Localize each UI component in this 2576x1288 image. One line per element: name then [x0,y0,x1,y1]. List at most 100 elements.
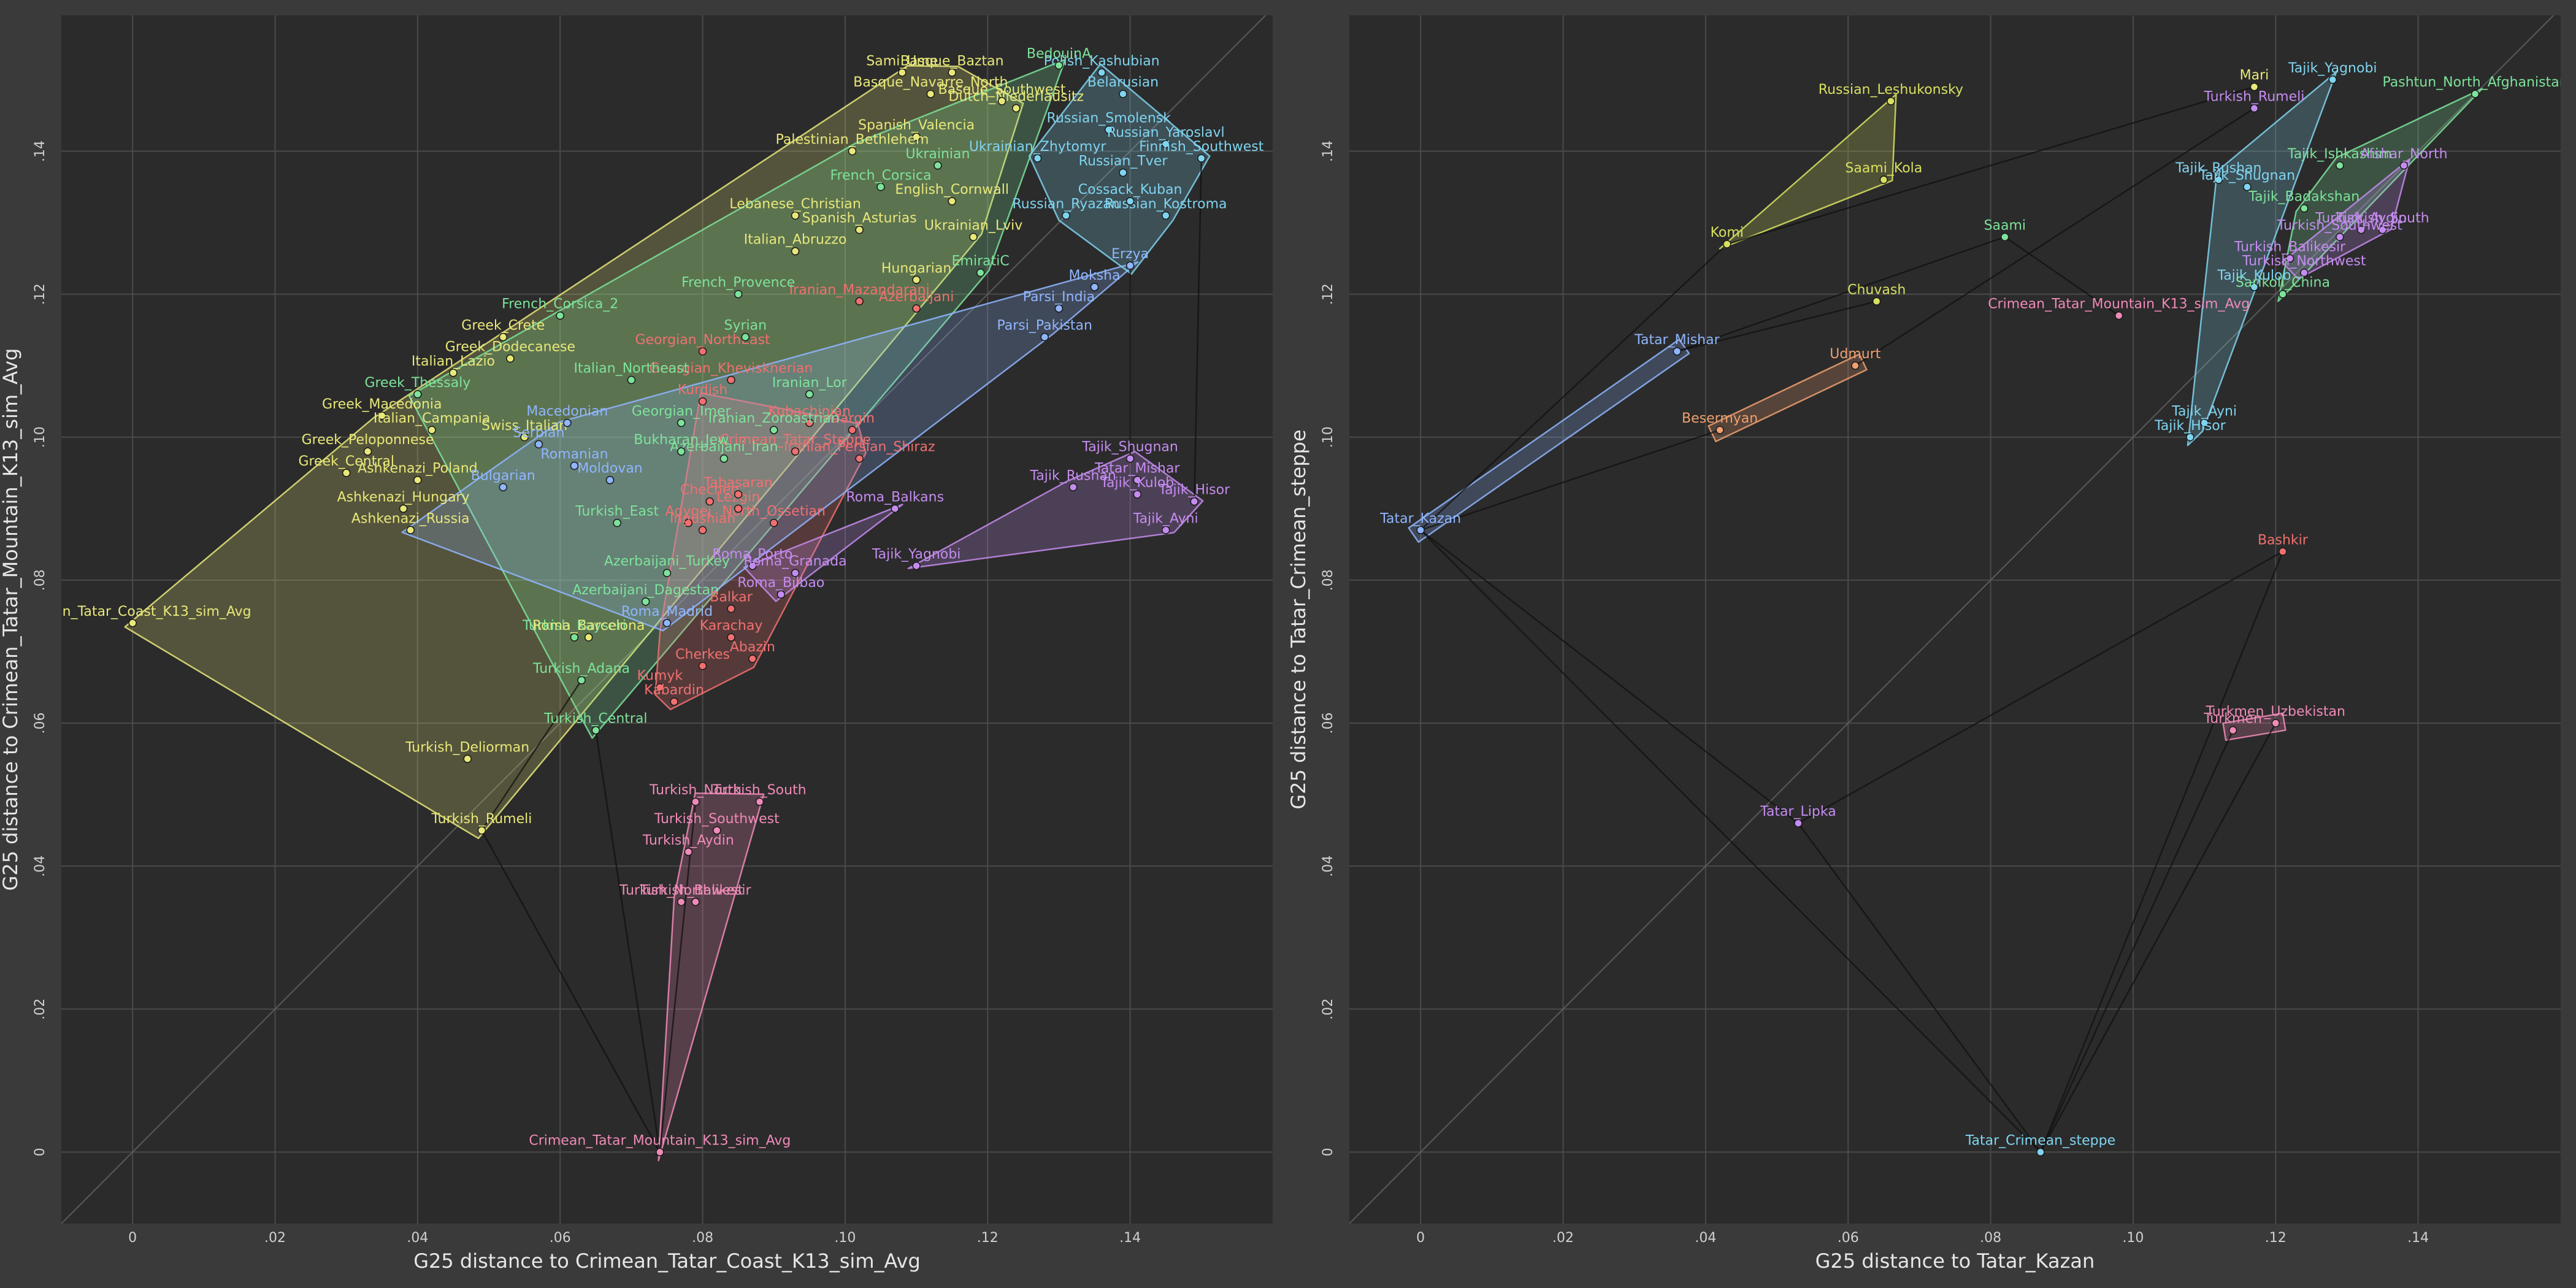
data-point[interactable] [534,440,543,449]
data-point[interactable] [770,518,778,527]
data-point[interactable] [378,412,386,420]
data-point[interactable] [1125,197,1135,205]
data-point[interactable] [1012,104,1021,113]
data-point[interactable] [656,1148,664,1157]
data-point[interactable] [499,332,508,342]
data-point[interactable] [1722,240,1731,248]
data-point[interactable] [1062,211,1070,220]
data-point[interactable] [1851,361,1860,370]
data-point[interactable] [613,518,621,527]
data-point[interactable] [1161,211,1170,220]
data-point[interactable] [128,619,137,627]
data-point[interactable] [427,426,436,434]
data-point[interactable] [997,97,1006,105]
data-point[interactable] [691,797,700,806]
data-point[interactable] [463,754,472,764]
data-point[interactable] [1125,261,1135,270]
data-point[interactable] [2378,225,2387,234]
data-point[interactable] [1054,61,1064,70]
data-point[interactable] [741,332,750,342]
data-point[interactable] [855,225,864,234]
data-point[interactable] [912,304,921,313]
data-point[interactable] [584,633,593,642]
data-point[interactable] [976,268,985,277]
data-point[interactable] [577,676,586,684]
data-point[interactable] [2336,161,2344,170]
data-point[interactable] [912,275,921,285]
data-point[interactable] [2300,204,2309,213]
data-point[interactable] [719,454,729,463]
data-point[interactable] [691,897,700,907]
data-point[interactable] [1105,125,1113,134]
data-point[interactable] [1133,475,1142,485]
data-point[interactable] [727,633,735,642]
data-point[interactable] [2001,232,2009,242]
data-point[interactable] [1097,68,1106,77]
data-point[interactable] [641,597,650,606]
data-point[interactable] [1119,168,1127,177]
data-point[interactable] [891,504,900,513]
data-point[interactable] [2279,289,2287,299]
data-point[interactable] [748,561,757,570]
data-point[interactable] [1715,426,1724,434]
data-point[interactable] [2279,547,2287,556]
data-point[interactable] [684,518,693,527]
data-point[interactable] [855,297,864,306]
data-point[interactable] [2471,90,2480,98]
data-point[interactable] [2271,719,2280,727]
data-point[interactable] [1161,526,1170,535]
data-point[interactable] [705,497,714,506]
data-point[interactable] [506,354,515,363]
data-point[interactable] [1673,347,1682,356]
data-point[interactable] [556,311,564,320]
data-point[interactable] [1879,175,1888,184]
data-point[interactable] [677,418,686,427]
data-point[interactable] [734,504,743,513]
data-point[interactable] [2328,75,2337,84]
data-point[interactable] [1125,454,1135,463]
data-point[interactable] [898,68,907,77]
data-point[interactable] [2228,726,2237,735]
data-point[interactable] [727,375,735,385]
data-point[interactable] [698,526,707,535]
data-point[interactable] [563,418,572,427]
data-point[interactable] [677,897,686,907]
data-point[interactable] [413,390,422,399]
data-point[interactable] [713,826,721,835]
data-point[interactable] [791,447,800,456]
data-point[interactable] [734,490,743,499]
data-point[interactable] [662,569,672,577]
data-point[interactable] [1133,490,1142,499]
data-point[interactable] [2200,418,2209,427]
data-point[interactable] [727,604,735,613]
data-point[interactable] [570,461,579,470]
data-point[interactable] [1197,154,1206,163]
data-point[interactable] [363,447,372,456]
data-point[interactable] [1119,90,1127,98]
data-point[interactable] [1054,304,1064,313]
data-point[interactable] [662,619,672,627]
data-point[interactable] [855,454,864,463]
data-point[interactable] [969,232,978,242]
data-point[interactable] [2336,232,2344,242]
data-point[interactable] [1872,297,1881,306]
data-point[interactable] [748,654,757,663]
data-point[interactable] [2186,433,2195,442]
data-point[interactable] [933,161,942,170]
data-point[interactable] [342,469,351,477]
data-point[interactable] [2036,1148,2045,1157]
data-point[interactable] [1887,97,1895,105]
data-point[interactable] [2250,82,2259,91]
data-point[interactable] [591,726,600,735]
data-point[interactable] [2300,268,2309,277]
data-point[interactable] [449,369,458,377]
data-point[interactable] [805,390,814,399]
data-point[interactable] [520,433,529,442]
data-point[interactable] [684,848,693,856]
data-point[interactable] [677,447,686,456]
data-point[interactable] [2250,104,2259,113]
data-point[interactable] [570,633,579,642]
data-point[interactable] [399,504,408,513]
data-point[interactable] [1416,526,1425,535]
data-point[interactable] [1090,283,1099,291]
